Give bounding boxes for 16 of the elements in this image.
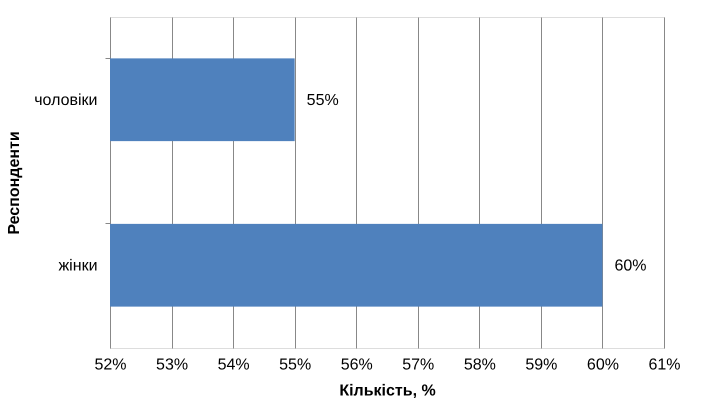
- x-tick-label: 54%: [218, 356, 250, 374]
- x-tick-label: 55%: [279, 356, 312, 374]
- y-tick-label: чоловіки: [34, 92, 98, 109]
- x-tick-label: 56%: [340, 356, 373, 374]
- x-tick-label: 59%: [525, 356, 558, 374]
- x-tick-label: 53%: [156, 356, 188, 374]
- y-tick-label: жінки: [58, 257, 98, 274]
- x-tick-label: 61%: [648, 356, 681, 374]
- x-tick-label: 57%: [402, 356, 434, 374]
- x-tick-label: 52%: [94, 356, 127, 374]
- data-label: 60%: [614, 257, 646, 274]
- x-axis-title: Кількість, %: [339, 382, 436, 400]
- x-tick-label: 58%: [464, 356, 496, 374]
- x-tick-label: 60%: [586, 356, 619, 374]
- data-label: 55%: [306, 92, 339, 109]
- y-axis-title: Респонденти: [6, 131, 24, 235]
